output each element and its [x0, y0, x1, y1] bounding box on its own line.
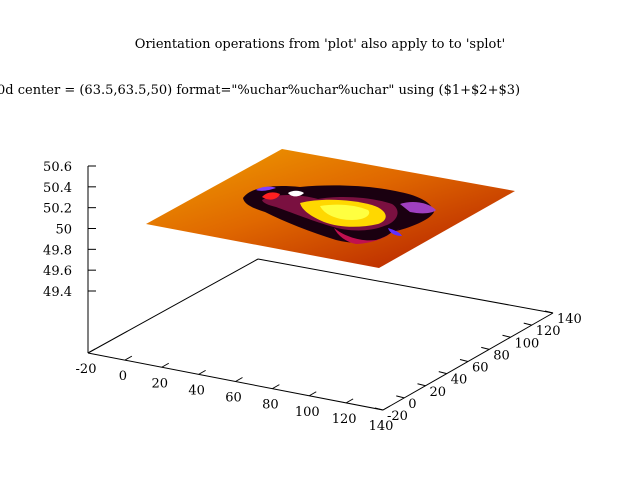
- z-tick-label: 49.4: [43, 285, 72, 300]
- y-tick-label: 80: [493, 348, 510, 363]
- y-tick-mark: [396, 395, 405, 399]
- y-tick-label: 0: [408, 397, 416, 412]
- z-tick-label: 49.6: [43, 264, 72, 279]
- y-tick-mark: [481, 346, 490, 350]
- z-tick-label: 50.4: [43, 181, 72, 196]
- x-tick-label: 0: [119, 369, 127, 384]
- y-tick-mark: [502, 334, 511, 338]
- x-tick-label: 100: [295, 405, 320, 420]
- y-tick-label: 40: [451, 373, 468, 388]
- x-tick-label: 60: [225, 391, 242, 406]
- y-tick-mark: [374, 407, 384, 411]
- x-tick-label: -20: [76, 362, 97, 377]
- z-axis-ticks: 49.4 49.6 49.8 50 50.2 50.4 50.6: [43, 160, 96, 300]
- x-tick-mark: [87, 348, 96, 354]
- z-tick-label: 49.8: [43, 243, 72, 258]
- heatmap-image: [243, 185, 436, 244]
- x-tick-mark: [161, 362, 169, 368]
- x-tick-label: 40: [188, 383, 205, 398]
- y-tick-label: 100: [515, 336, 540, 351]
- y-tick-label: 60: [472, 361, 489, 376]
- x-tick-label: 80: [262, 398, 279, 413]
- y-tick-label: 120: [536, 324, 561, 339]
- x-tick-mark: [382, 405, 391, 411]
- y-tick-mark: [438, 371, 447, 375]
- x-tick-mark: [309, 391, 317, 397]
- y-tick-mark: [544, 310, 554, 314]
- y-tick-mark: [459, 359, 469, 362]
- x-tick-mark: [272, 384, 280, 390]
- x-tick-label: 140: [369, 419, 394, 434]
- chart-title: Orientation operations from 'plot' also …: [135, 37, 505, 52]
- y-tick-mark: [417, 383, 426, 387]
- y-tick-mark: [523, 322, 532, 326]
- y-tick-label: -20: [387, 409, 408, 424]
- x-tick-mark: [198, 369, 206, 375]
- x-axis-ticks: -20 0 20 40 60 80 100 120 140: [76, 348, 394, 434]
- z-tick-label: 50.6: [43, 160, 72, 175]
- x-tick-mark: [124, 355, 133, 361]
- x-tick-label: 120: [332, 412, 357, 427]
- y-tick-label: 20: [430, 385, 447, 400]
- x-tick-mark: [345, 398, 354, 404]
- y-tick-label: 140: [557, 312, 582, 327]
- z-tick-label: 50.2: [43, 202, 72, 217]
- x-tick-label: 20: [151, 376, 168, 391]
- z-tick-label: 50: [55, 223, 72, 238]
- x-tick-mark: [235, 377, 243, 382]
- chart-subtitle: 0d center = (63.5,63.5,50) format="%ucha…: [0, 83, 520, 98]
